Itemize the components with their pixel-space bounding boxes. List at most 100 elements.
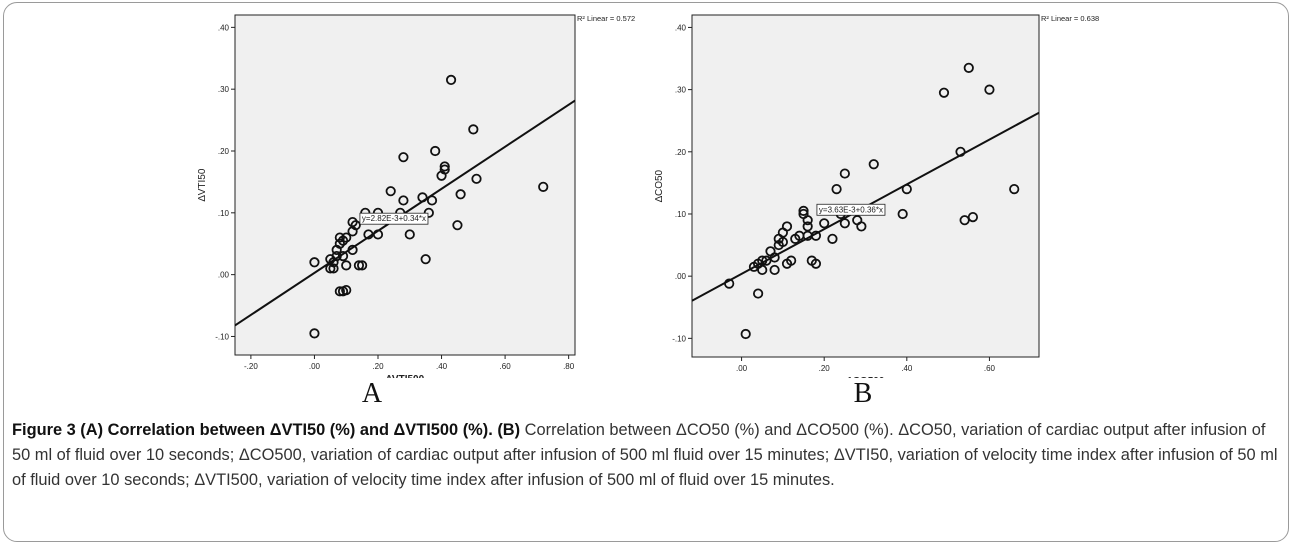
data-point bbox=[967, 211, 979, 223]
data-point bbox=[769, 264, 780, 276]
data-point bbox=[430, 145, 441, 157]
data-point bbox=[347, 226, 358, 237]
data-point bbox=[439, 164, 450, 175]
data-point bbox=[334, 238, 345, 249]
data-point bbox=[452, 220, 463, 231]
data-point bbox=[831, 184, 842, 195]
equation-label: y=3.63E-3+0.36*x bbox=[819, 205, 883, 214]
x-tick-label: .40 bbox=[436, 362, 448, 371]
plot-area bbox=[234, 14, 576, 356]
y-tick-label: .40 bbox=[675, 23, 687, 32]
data-point bbox=[769, 252, 780, 263]
data-point bbox=[856, 221, 867, 232]
r2-label: R² Linear = 0.572 bbox=[577, 14, 635, 23]
scatter-plot-a: -.10 .00 .10 .20 .30 .40 -.20 .00 .20 .40 .60 .80 ∆V… bbox=[197, 14, 635, 378]
data-point bbox=[398, 195, 409, 206]
caption-body: Correlation between ΔCO50 (%) and ΔCO500… bbox=[12, 421, 1278, 489]
equation-box: y=3.63E-3+0.36*x bbox=[816, 203, 886, 216]
data-point bbox=[798, 205, 809, 216]
x-tick-label: .20 bbox=[372, 362, 384, 371]
equation-frame bbox=[816, 203, 886, 216]
data-point bbox=[810, 230, 822, 241]
x-tick-label: .60 bbox=[984, 364, 996, 373]
data-point bbox=[468, 124, 479, 135]
data-point bbox=[839, 218, 850, 229]
x-tick-label: -.20 bbox=[244, 362, 258, 371]
y-tick-label: .20 bbox=[218, 147, 230, 156]
data-point bbox=[897, 208, 908, 220]
data-point bbox=[752, 288, 764, 299]
data-point bbox=[777, 236, 788, 248]
data-point bbox=[757, 255, 768, 266]
x-axis-label: ∆CO500 bbox=[847, 376, 885, 378]
figure-caption: Figure 3 (A) Correlation between ΔVTI50 … bbox=[12, 418, 1280, 493]
y-tick-label: .40 bbox=[218, 23, 230, 32]
data-point bbox=[455, 189, 466, 200]
y-tick-label: .30 bbox=[675, 86, 687, 95]
data-point bbox=[341, 260, 352, 271]
data-point bbox=[839, 168, 850, 179]
data-point bbox=[347, 244, 358, 256]
data-point bbox=[328, 263, 339, 274]
data-point bbox=[357, 260, 368, 271]
data-point bbox=[337, 235, 349, 246]
r2-label: R² Linear = 0.638 bbox=[1041, 14, 1099, 23]
data-point bbox=[984, 84, 995, 95]
data-point bbox=[802, 221, 813, 232]
data-point bbox=[341, 232, 352, 243]
scatter-plot-b: -.10 .00 .10 .20 .30 .40 .00 .20 .40 .60 ∆CO500 ∆CO… bbox=[654, 14, 1099, 378]
y-tick-label: -.10 bbox=[215, 332, 229, 341]
x-tick-label: .20 bbox=[819, 364, 831, 373]
data-point bbox=[471, 173, 482, 184]
data-point bbox=[445, 74, 457, 86]
data-point bbox=[724, 278, 735, 289]
data-point bbox=[309, 328, 320, 339]
panel-label-b: B bbox=[853, 378, 873, 409]
data-point bbox=[439, 161, 450, 172]
data-point bbox=[353, 260, 365, 271]
panel-label-a: A bbox=[361, 378, 383, 409]
y-tick-label: .00 bbox=[218, 271, 230, 280]
y-tick-label: .30 bbox=[218, 85, 230, 94]
data-point bbox=[341, 284, 352, 296]
data-point bbox=[426, 195, 438, 206]
data-point bbox=[372, 229, 384, 240]
data-point bbox=[420, 254, 431, 265]
data-point bbox=[810, 258, 822, 269]
equation-label: y=2.82E-3+0.34*x bbox=[362, 214, 426, 223]
x-tick-label: .80 bbox=[563, 362, 575, 371]
data-point bbox=[740, 328, 751, 340]
x-tick-label: .00 bbox=[736, 364, 748, 373]
y-tick-label: .00 bbox=[675, 272, 687, 281]
data-point bbox=[417, 192, 428, 203]
y-tick-label: -.10 bbox=[672, 334, 686, 343]
data-point bbox=[963, 62, 974, 73]
data-point bbox=[959, 215, 970, 226]
data-point bbox=[398, 152, 409, 163]
data-point bbox=[309, 257, 320, 268]
data-point bbox=[802, 215, 813, 226]
y-tick-label: .10 bbox=[218, 209, 230, 218]
caption-lead-a: Figure 3 (A) Correlation between ΔVTI50 … bbox=[12, 421, 493, 439]
data-point bbox=[404, 229, 415, 240]
y-tick-label: .10 bbox=[675, 210, 687, 219]
data-point bbox=[363, 229, 374, 240]
data-point bbox=[331, 250, 342, 262]
caption-lead-b: (B) bbox=[497, 421, 521, 439]
data-point bbox=[337, 250, 349, 262]
data-point bbox=[786, 255, 797, 266]
data-point bbox=[938, 87, 950, 98]
data-point bbox=[334, 232, 345, 243]
equation-box: y=2.82E-3+0.34*x bbox=[359, 212, 429, 225]
data-point bbox=[955, 146, 966, 157]
x-axis-label: ∆VTI500 bbox=[386, 374, 425, 378]
data-point bbox=[901, 184, 912, 195]
data-point bbox=[334, 286, 345, 297]
y-axis-label: ∆VTI50 bbox=[197, 168, 208, 201]
data-point bbox=[868, 159, 879, 170]
plot-area bbox=[691, 14, 1040, 358]
data-point bbox=[538, 181, 549, 192]
data-point bbox=[781, 221, 793, 232]
y-axis-label: ∆CO50 bbox=[654, 169, 665, 202]
x-tick-label: .40 bbox=[901, 364, 913, 373]
